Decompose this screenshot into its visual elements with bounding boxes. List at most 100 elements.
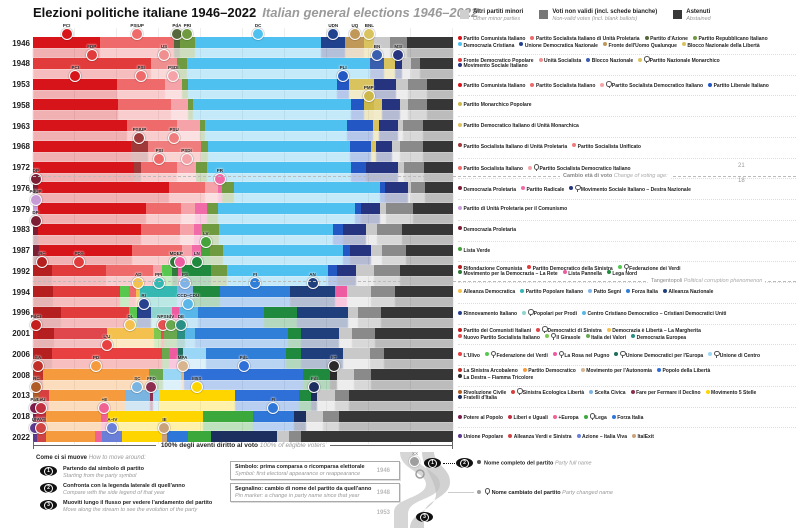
party-icon-UDN (327, 28, 340, 40)
legend-row-1963: Partito Democratico Italiano di Unità Mo… (458, 122, 798, 130)
segment-PSI (126, 120, 178, 131)
party-icon-M5S (190, 380, 203, 393)
segment-Ast (425, 182, 453, 194)
top-legend-item: Voti non validi (incl. schede bianche) No… (539, 9, 657, 23)
legend-item: Lista Pannella (562, 270, 602, 277)
party-icon-BN (370, 48, 383, 61)
party-bullet-icon (508, 433, 513, 438)
flow-segment (350, 151, 372, 162)
pin-marker-icon (620, 350, 626, 358)
year-bar-1976 (33, 182, 453, 194)
legend-row-1992: Rifondazione Comunista Partito Democratic… (458, 263, 798, 272)
segment-NV (386, 203, 414, 214)
party-bullet-icon (519, 42, 524, 46)
party-bullet-icon (458, 62, 462, 67)
step-text-en: Compare with the side legend of that yea… (63, 489, 165, 496)
party-icon-label-UP: UP (31, 417, 39, 423)
legend-item: Partito Comunista Italiano (458, 35, 525, 42)
segment-Ast (423, 120, 453, 131)
flow-segment (317, 400, 336, 411)
flow-segment (381, 255, 407, 266)
party-icon-label-MSI: MSI (394, 43, 403, 49)
legend-item: Movimento per la Democrazia – La Rete (458, 270, 558, 277)
legend-item: Democrazia Cristiana (458, 42, 514, 49)
step-text-it: Muoviti lungo il flusso per vedere l'and… (63, 500, 213, 506)
party-icon-label-UQ: UQ (351, 23, 359, 28)
party-icon-label-FDP: FDP (87, 43, 97, 49)
flow-segment (178, 317, 198, 328)
flow-segment (369, 68, 385, 79)
party-bullet-icon (521, 186, 526, 191)
legend-row-1946: Democrazia Cristiana Unione Democratica N… (458, 42, 798, 49)
party-icon-label-MDR: MDR (169, 251, 180, 257)
segment-PD (46, 410, 101, 422)
year-label-1994: 1994 (12, 287, 30, 297)
legend-row-1946: Partito Comunista Italiano Partito Social… (458, 35, 798, 43)
party-bullet-icon (589, 389, 594, 394)
year-bar-1983 (33, 223, 453, 235)
segment-PCI (33, 37, 101, 48)
segment-PDS (51, 265, 107, 277)
segment-Ast (424, 161, 453, 173)
flow-segment (348, 89, 375, 100)
flow-segment (384, 68, 395, 79)
eye-number: 3 (44, 500, 53, 510)
flow-segment (380, 214, 387, 224)
flow-segment (136, 317, 151, 328)
flow-segment (184, 380, 304, 390)
flow-segment (217, 193, 222, 203)
flow-segment (332, 234, 343, 245)
segment-Ast (406, 244, 454, 256)
legend-item: Partito Comunista Italiano (458, 82, 525, 89)
flow-segment (384, 193, 408, 203)
segment-Altri (306, 410, 324, 422)
flow-segment (311, 400, 318, 411)
segment-Ast (426, 78, 453, 90)
legend-row-1972: Partito Socialista Italiano Partito Socia… (458, 164, 798, 172)
party-icon-PS (178, 277, 191, 289)
flow-segment (140, 297, 177, 307)
flow-segment (407, 89, 427, 100)
segment-LP (177, 265, 183, 277)
segment-PCI (38, 182, 169, 194)
flow-segment (354, 380, 372, 390)
stream-flow (33, 380, 453, 390)
legend-row-1948: Movimento Sociale Italiano (458, 62, 798, 70)
segment-PSDI (152, 265, 162, 277)
segment-Altri (380, 203, 387, 214)
pin-marker-icon (623, 263, 630, 271)
segment-FdV (120, 286, 130, 297)
segment-BN (369, 57, 385, 69)
pin-marker-icon (533, 164, 540, 171)
legend-item: Alleanza Verdi e Sinistra (508, 433, 572, 440)
flow-segment (33, 68, 151, 79)
segment-FI (194, 327, 289, 339)
party-icon-label-PSDI: PSDI (168, 64, 179, 70)
party-icon-L'U (100, 339, 113, 352)
legend-item: Forza Italia (611, 414, 643, 421)
segment-FI (197, 306, 265, 318)
segment-PSI (129, 286, 137, 297)
stream-flow (33, 193, 453, 203)
party-bullet-icon (458, 205, 462, 210)
segment-UQ (345, 37, 365, 48)
flow-segment (33, 255, 39, 266)
segment-LN (264, 306, 298, 318)
eye-number-icon: 2 (40, 483, 57, 493)
segment-AD (136, 286, 141, 297)
party-bullet-icon (644, 35, 649, 40)
flow-segment (177, 131, 201, 141)
segment-+E (100, 410, 109, 422)
party-icon-label-BNL: BNL (364, 23, 375, 28)
party-icon-label-PSI: PSI (137, 64, 145, 70)
party-icon-label-BN: BN (373, 43, 381, 49)
party-bullet-icon (611, 414, 616, 419)
flow-segment (370, 255, 382, 266)
segment-US (150, 57, 178, 69)
party-icon-RC (36, 256, 49, 269)
flow-segment (120, 297, 130, 307)
segment-M5S (108, 410, 203, 422)
party-icon-label-AVS: AVS (36, 417, 46, 423)
legend-item: Movimento Sociale Italiano (458, 62, 528, 69)
flow-segment (351, 338, 375, 349)
